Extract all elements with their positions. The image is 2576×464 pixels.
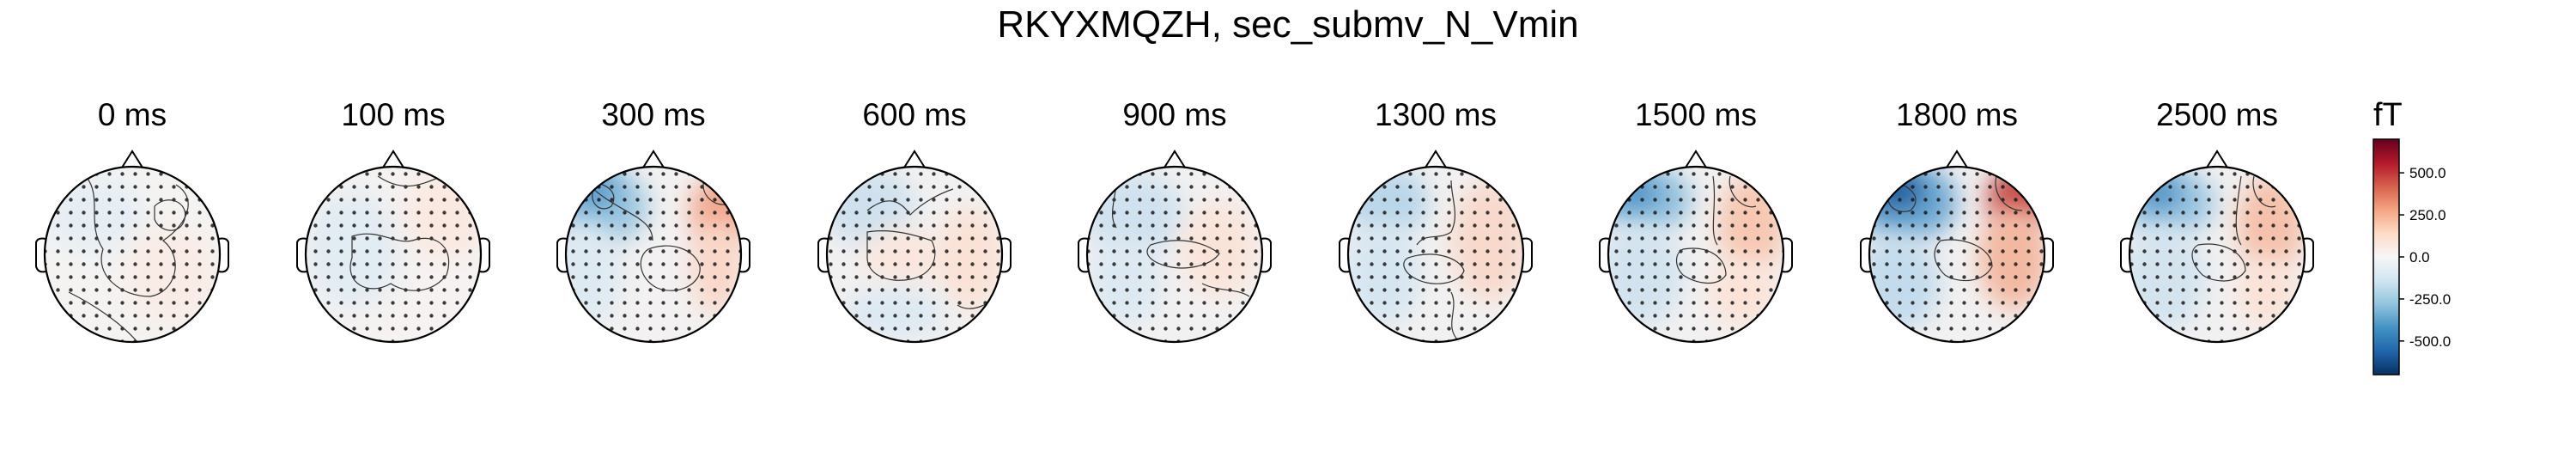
- figure-title: RKYXMQZH, sec_submv_N_Vmin: [997, 3, 1579, 46]
- topomap-title-300ms: 300 ms: [601, 97, 706, 132]
- topomap-100ms: [296, 150, 490, 344]
- topomap-600ms: [817, 150, 1012, 344]
- colorbar-gradient: [2372, 138, 2400, 375]
- topomap-title-900ms: 900 ms: [1122, 97, 1227, 132]
- topomap-0ms: [35, 150, 229, 344]
- topomap-title-1300ms: 1300 ms: [1375, 97, 1497, 132]
- colorbar-tick-label: -250.0: [2409, 291, 2451, 308]
- topomap-title-1800ms: 1800 ms: [1896, 97, 2018, 132]
- topomap-1300ms: [1339, 150, 1533, 344]
- topomap-1500ms: [1599, 150, 1793, 344]
- topomap-title-600ms: 600 ms: [862, 97, 967, 132]
- colorbar-tick-label: 0.0: [2409, 249, 2430, 266]
- topomap-1800ms: [1860, 150, 2054, 344]
- topomap-900ms: [1078, 150, 1272, 344]
- colorbar-tick-label: 250.0: [2409, 207, 2446, 223]
- topomap-title-2500ms: 2500 ms: [2156, 97, 2278, 132]
- topomap-2500ms: [2120, 150, 2314, 344]
- colorbar-tick-label: -500.0: [2409, 333, 2451, 350]
- topomap-title-0ms: 0 ms: [97, 97, 167, 132]
- colorbar: 500.0 250.0 0.0 -250.0 -500.0: [2372, 138, 2451, 375]
- colorbar-ticks: 500.0 250.0 0.0 -250.0 -500.0: [2399, 165, 2451, 350]
- topomap-title-1500ms: 1500 ms: [1635, 97, 1757, 132]
- colorbar-tick-label: 500.0: [2409, 165, 2446, 181]
- topomap-title-100ms: 100 ms: [341, 97, 446, 132]
- colorbar-unit-label: fT: [2373, 97, 2403, 133]
- topomap-300ms: [556, 150, 750, 344]
